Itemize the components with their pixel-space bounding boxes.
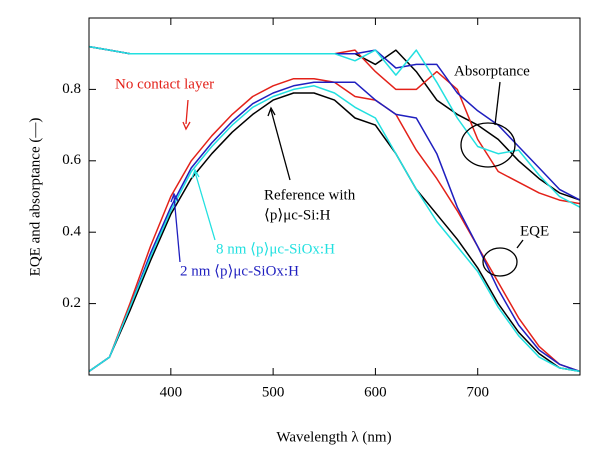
arrow — [270, 109, 291, 181]
x-axis-label: Wavelength λ (nm) — [276, 429, 391, 445]
ellipse — [460, 122, 516, 168]
annotation: Absorptance — [454, 63, 530, 79]
annotations — [170, 81, 524, 277]
x-tick-label: 600 — [364, 384, 387, 400]
leader — [494, 81, 501, 126]
arrow-head — [267, 106, 276, 117]
annotation: Reference with — [264, 187, 356, 203]
x-tick-label: 400 — [160, 384, 183, 400]
ellipse — [482, 247, 518, 277]
arrow — [194, 171, 216, 241]
y-tick-label: 0.2 — [62, 295, 81, 311]
leader — [516, 239, 524, 249]
plot-area: 400 500 600 700 0.2 0.4 0.6 0.8 — [62, 17, 581, 400]
arrow — [173, 195, 181, 263]
annotation: ⟨p⟩μc-Si:H — [264, 207, 331, 223]
plot-frame — [88, 17, 581, 376]
y-tick-label: 0.4 — [62, 224, 81, 240]
annotation: 8 nm ⟨p⟩μc-SiOx:H — [216, 241, 335, 257]
annotation: EQE — [520, 223, 549, 239]
arrow — [185, 99, 189, 125]
x-tick-label: 700 — [466, 384, 489, 400]
y-axis-label: EQE and absorptance (—) — [27, 118, 43, 277]
arrow-head — [191, 168, 200, 179]
line — [88, 92, 581, 373]
y-tick-label: 0.6 — [62, 152, 81, 168]
line — [88, 85, 581, 373]
arrow-head — [170, 192, 179, 203]
y-tick-label: 0.8 — [62, 81, 81, 97]
line — [88, 81, 581, 373]
x-tick-label: 500 — [262, 384, 285, 400]
annotation: No contact layer — [115, 76, 214, 92]
annotation: 2 nm ⟨p⟩μc-SiOx:H — [180, 263, 299, 279]
arrow-head — [182, 121, 191, 131]
line — [88, 45, 581, 208]
